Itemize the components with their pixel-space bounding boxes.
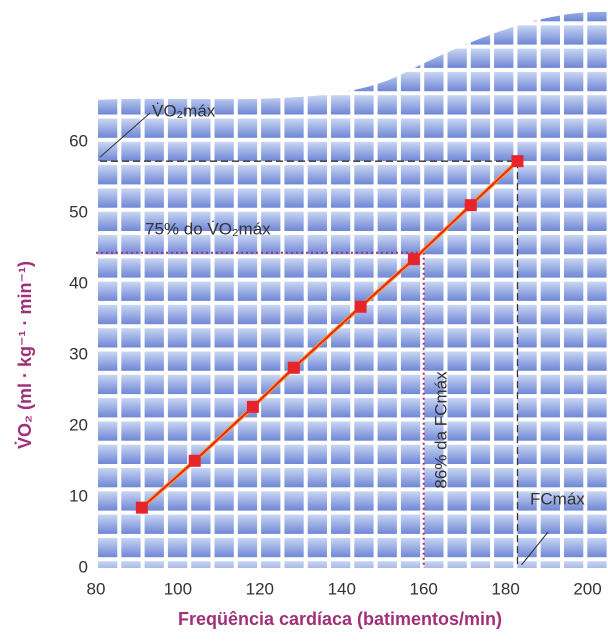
y-tick-label: 60 <box>69 131 88 150</box>
y-tick-label: 10 <box>69 486 88 505</box>
x-tick-label: 140 <box>328 579 356 598</box>
annotation: 86% da FCmáx <box>431 371 450 489</box>
y-tick-label: 20 <box>69 415 88 434</box>
x-tick-label: 80 <box>87 579 106 598</box>
x-tick-label: 180 <box>491 579 519 598</box>
y-tick-label: 30 <box>69 344 88 363</box>
marker <box>355 301 367 313</box>
x-tick-label: 120 <box>246 579 274 598</box>
x-tick-label: 200 <box>573 579 601 598</box>
marker <box>465 199 477 211</box>
y-axis-title: V̇O₂ (ml · kg⁻¹ · min⁻¹) <box>14 261 35 449</box>
annotation: FCmáx <box>530 489 585 508</box>
marker <box>288 362 300 374</box>
x-tick-label: 160 <box>409 579 437 598</box>
annotation: V̇O₂máx <box>152 101 216 120</box>
marker <box>136 502 148 514</box>
chart: 80 100 120 140 160 180 200 0 10 20 30 40 50 60 V̇O₂máx… <box>0 0 608 637</box>
marker <box>189 455 201 467</box>
y-tick-label: 40 <box>69 273 88 292</box>
x-axis-title: Freqüência cardíaca (batimentos/min) <box>178 609 502 629</box>
y-tick-label: 50 <box>69 202 88 221</box>
marker <box>247 401 259 413</box>
y-tick-label: 0 <box>79 557 88 576</box>
marker <box>408 253 420 265</box>
x-tick-label: 100 <box>164 579 192 598</box>
marker <box>511 155 523 167</box>
annotation: 75% do V̇O₂máx <box>145 219 271 238</box>
